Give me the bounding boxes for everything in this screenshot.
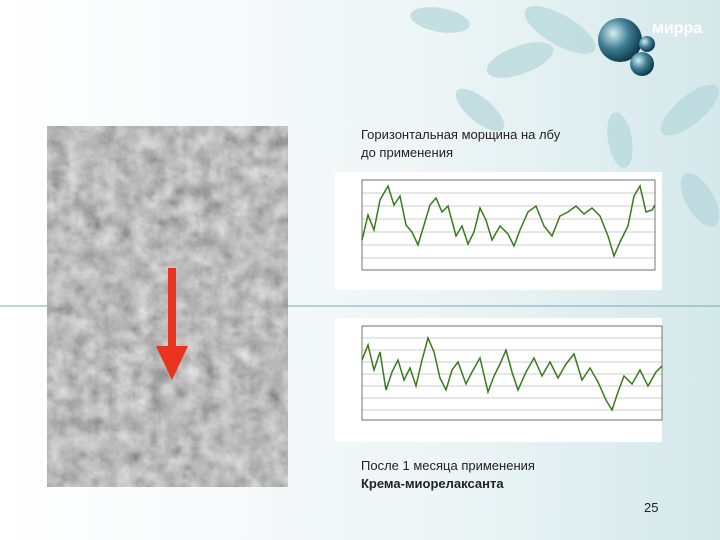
logo-balls xyxy=(598,18,655,76)
skin-photo xyxy=(47,126,288,487)
logo: мирра xyxy=(652,20,702,37)
arrow xyxy=(156,268,188,380)
caption-before-line2: до применения xyxy=(361,145,454,160)
profile-chart-before xyxy=(335,172,662,290)
caption-before-line1: Горизонтальная морщина на лбу xyxy=(361,127,561,142)
caption-after-line1: После 1 месяца применения xyxy=(361,458,535,473)
caption-after-line2: Крема-миорелаксанта xyxy=(361,476,504,491)
page-number: 25 xyxy=(644,500,659,515)
flowers xyxy=(410,6,720,227)
profile-chart-after xyxy=(335,318,663,442)
